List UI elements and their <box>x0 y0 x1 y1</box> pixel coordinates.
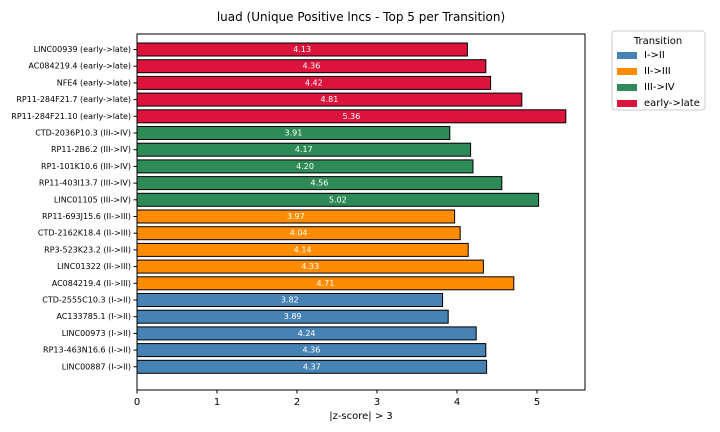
x-axis-title: |z-score| > 3 <box>329 411 393 422</box>
bar-value-label: 3.82 <box>281 296 299 305</box>
x-tick-label: 2 <box>294 397 300 408</box>
bar-value-label: 3.97 <box>287 212 305 221</box>
y-tick-label: CTD-2555C10.3 (I->II) <box>42 296 131 305</box>
legend-entries: I->II II->III III->IV early->late <box>617 50 700 109</box>
bar-value-label: 4.37 <box>303 362 321 371</box>
y-tick-label: CTD-2036P10.3 (III->IV) <box>35 129 131 138</box>
bar-value-label: 4.36 <box>302 346 320 355</box>
y-tick-label: CTD-2162K18.4 (II->III) <box>38 229 131 238</box>
legend: Transition I->II II->III III->IV early->lat… <box>611 30 706 111</box>
legend-label: I->II <box>644 50 665 61</box>
legend-swatch <box>617 84 637 91</box>
chart-title: luad (Unique Positive lncs - Top 5 per T… <box>217 10 505 24</box>
bar-value-label: 4.56 <box>310 179 328 188</box>
y-tick-label: AC084219.4 (early->late) <box>28 62 131 71</box>
y-tick-label: RP13-463N16.6 (I->II) <box>43 346 131 355</box>
y-tick-label: LINC01105 (III->IV) <box>54 195 131 204</box>
bar-value-label: 4.33 <box>301 262 319 271</box>
bar-value-label: 5.36 <box>342 112 360 121</box>
bar-value-label: 4.20 <box>296 162 314 171</box>
y-tick-label: AC133785.1 (I->II) <box>56 312 131 321</box>
y-tick-label: RP11-284F21.7 (early->late) <box>16 95 131 104</box>
x-axis: 0 1 2 3 4 5 <box>134 390 540 408</box>
x-tick-label: 1 <box>214 397 220 408</box>
bar-value-label: 4.24 <box>298 329 316 338</box>
bar-value-label: 4.17 <box>295 145 313 154</box>
x-tick-label: 0 <box>134 397 140 408</box>
legend-title: Transition <box>633 36 682 47</box>
legend-label: II->III <box>644 66 671 77</box>
y-tick-label: RP11-2B6.2 (III->IV) <box>51 145 131 154</box>
legend-swatch <box>617 52 637 59</box>
legend-swatch <box>617 68 637 75</box>
y-tick-label: LINC00939 (early->late) <box>34 45 131 54</box>
y-tick-label: LINC01322 (II->III) <box>57 262 131 271</box>
y-axis: LINC00939 (early->late) AC084219.4 (early… <box>11 45 137 371</box>
x-tick-label: 3 <box>374 397 380 408</box>
bar-value-label: 4.04 <box>290 229 308 238</box>
bar-value-label: 4.42 <box>305 78 323 87</box>
y-tick-label: AC084219.4 (II->III) <box>52 279 131 288</box>
y-tick-label: LINC00887 (I->II) <box>62 362 131 371</box>
bar-value-label: 4.71 <box>316 279 334 288</box>
bar-value-label: 4.14 <box>294 245 312 254</box>
y-tick-label: RP1-101K10.6 (III->IV) <box>41 162 131 171</box>
x-tick-label: 4 <box>454 397 460 408</box>
legend-label: early->late <box>644 98 700 109</box>
y-tick-label: RP11-403I13.7 (III->IV) <box>39 179 131 188</box>
legend-swatch <box>617 100 637 107</box>
bar-value-label: 4.36 <box>302 62 320 71</box>
y-tick-label: RP3-523K23.2 (II->III) <box>44 245 131 254</box>
bar-value-label: 5.02 <box>329 195 347 204</box>
y-tick-label: RP11-284F21.10 (early->late) <box>11 112 131 121</box>
bar-value-label: 3.89 <box>284 312 302 321</box>
y-tick-label: NFE4 (early->late) <box>57 78 131 87</box>
bar-value-label: 3.91 <box>284 129 302 138</box>
bar-value-label: 4.81 <box>320 95 338 104</box>
y-tick-label: LINC00973 (I->II) <box>62 329 131 338</box>
y-tick-label: RP11-693J15.6 (II->III) <box>42 212 131 221</box>
bar-value-label: 4.13 <box>293 45 311 54</box>
legend-label: III->IV <box>644 82 675 93</box>
x-tick-label: 5 <box>534 397 540 408</box>
